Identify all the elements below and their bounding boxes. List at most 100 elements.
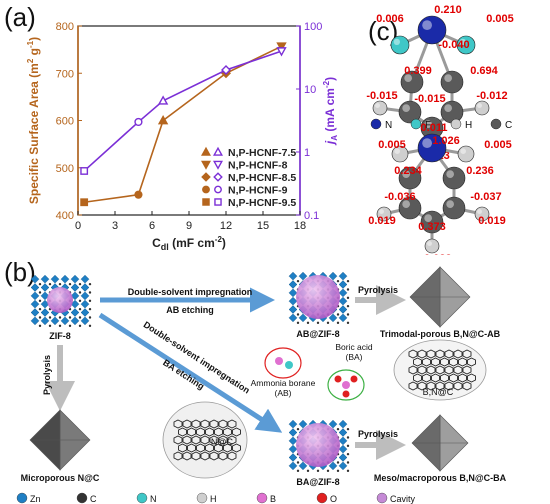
- arrow-top-label: Double-solvent impregnation: [128, 287, 253, 297]
- charge-value: 0.006: [376, 13, 404, 25]
- ab-zif8-label: AB@ZIF-8: [296, 329, 339, 339]
- carbon-atom: [442, 196, 466, 220]
- left-tick-label: 800: [56, 21, 74, 33]
- zif8-label: ZIF-8: [49, 331, 71, 341]
- legend-right-marker: [214, 198, 222, 206]
- right-tick-label: 1: [304, 147, 310, 159]
- hydrogen-atom: [376, 206, 392, 222]
- x-label-end: ): [222, 236, 226, 250]
- legend-atom-label: C: [505, 120, 512, 131]
- series-ja-point: [157, 95, 169, 105]
- charge-value: 0.011: [421, 122, 448, 134]
- ba-zif8-cavity: [296, 423, 340, 467]
- x-label-sup: -2: [215, 235, 223, 244]
- panel-c: (c) 0.210 0.006 0.005 -0.040 0.399 0.694 -0.01…: [360, 0, 550, 255]
- ba-zif8-label: BA@ZIF-8: [296, 477, 339, 487]
- arrow-diagonal: [98, 312, 283, 433]
- legend-label: N,P-HCNF-9.5: [228, 197, 296, 209]
- charge-value: -0.040: [438, 39, 469, 51]
- charge-value: 1.026: [432, 135, 460, 147]
- carbon-atom: [398, 166, 422, 190]
- series-ja-point: [134, 117, 143, 127]
- legend-swatch: [16, 492, 28, 504]
- hydrogen-atom: [474, 206, 490, 222]
- series-ssa-point: [80, 198, 89, 207]
- y-left-end: ): [27, 37, 41, 41]
- x-tick-label: 9: [186, 220, 192, 232]
- charge-value: 0.019: [478, 215, 506, 227]
- series-ja-point: [276, 47, 287, 57]
- right-tick-label: 100: [304, 21, 322, 33]
- legend-label: C: [90, 494, 97, 504]
- zif8-cavity: [47, 287, 73, 313]
- legend-swatch: [136, 492, 148, 504]
- y-right-axis-label: jA (mA cm-2): [322, 77, 339, 146]
- charge-value: -0.037: [470, 191, 501, 203]
- ammonia-borane-label: Ammonia borane: [251, 378, 316, 388]
- panel-a-label: (a): [4, 2, 36, 32]
- right-tick-label: 0.1: [304, 210, 319, 222]
- charge-value: 0.210: [434, 4, 462, 16]
- legend-label: H: [210, 494, 217, 504]
- left-tick-label: 700: [56, 68, 74, 80]
- series-ssa-point: [157, 115, 169, 125]
- pyrolysis-bottom-label: Pyrolysis: [358, 429, 398, 439]
- y-right-sub: A: [330, 135, 339, 141]
- charge-value: 0.005: [486, 13, 514, 25]
- y-right-sup: -2: [322, 80, 331, 88]
- legend-atom-swatch: [450, 118, 462, 130]
- boric-acid-abbr: (BA): [346, 352, 363, 362]
- x-label-unit: (mF cm: [169, 236, 215, 250]
- left-tick-label: 400: [56, 210, 74, 222]
- legend-swatch: [76, 492, 88, 504]
- legend-atom-label: F: [425, 120, 431, 131]
- arrow-down-label: Pyrolysis: [42, 355, 52, 395]
- legend-left-marker: [202, 198, 210, 206]
- x-tick-label: 15: [257, 220, 269, 232]
- carbon-atom: [440, 100, 464, 124]
- left-tick-label: 600: [56, 116, 74, 128]
- x-tick-label: 3: [112, 220, 118, 232]
- carbon-atom: [440, 70, 464, 94]
- boric-acid-label: Boric acid: [335, 342, 373, 352]
- nc-label: N@C: [211, 437, 234, 447]
- chart-a: 0 3 6 9 12 15 18 400 500 600 700 800 0.1 1 10 100 Cdl (m…: [26, 21, 339, 252]
- series-ja-point: [80, 167, 89, 175]
- synthesis-scheme: ZIF-8 Double-solvent impregnation AB etchi…: [16, 266, 507, 504]
- legend-atom-swatch: [490, 118, 502, 130]
- y-right-unit: (mA cm: [323, 88, 337, 135]
- legend-label: B: [270, 494, 276, 504]
- legend-label: Zn: [30, 494, 41, 504]
- bnc-label: B,N@C: [423, 387, 454, 397]
- legend-label: N,P-HCNF-9: [228, 185, 288, 197]
- ab-zif8-cavity: [296, 275, 340, 319]
- meso-octahedron: [411, 414, 469, 472]
- legend-left-marker: [201, 172, 211, 182]
- panel-a: (a) 0 3 6 9 12 15 18 400 500 600 700 800 0.1 1 10 100 Cd…: [0, 0, 360, 255]
- legend-atom-label: N: [385, 120, 392, 131]
- y-left-main: Specific Surface Area (m: [27, 63, 41, 204]
- charge-value: 0.694: [470, 65, 498, 77]
- carbon-atom: [420, 116, 444, 140]
- right-tick-label: 10: [304, 84, 316, 96]
- legend-label: N: [150, 494, 157, 504]
- legend-swatch: [196, 492, 208, 504]
- hydrogen-atom: [391, 145, 409, 163]
- panel-b: (b) ZIF-8 Double-solvent impregnation AB e…: [0, 255, 550, 504]
- series-ssa-point: [276, 42, 287, 52]
- fluorine-atom: [456, 35, 476, 55]
- charge-value: 0.005: [484, 139, 512, 151]
- legend-label: N,P-HCNF-8.5: [228, 172, 296, 184]
- pyrolysis-top-label: Pyrolysis: [358, 285, 398, 295]
- x-label-main: C: [152, 236, 161, 250]
- legend-label: N,P-HCNF-8: [228, 160, 288, 172]
- carbon-atom: [442, 166, 466, 190]
- charge-value: 0.236: [466, 165, 494, 177]
- legend-right-marker: [213, 172, 223, 182]
- ba-oxygen-atom: [350, 375, 358, 383]
- hydrogen-atom: [372, 100, 388, 116]
- y-left-mid: g: [27, 48, 41, 59]
- x-tick-label: 0: [75, 220, 81, 232]
- legend-label: Cavity: [390, 494, 416, 504]
- bnc-lattice: [393, 339, 487, 401]
